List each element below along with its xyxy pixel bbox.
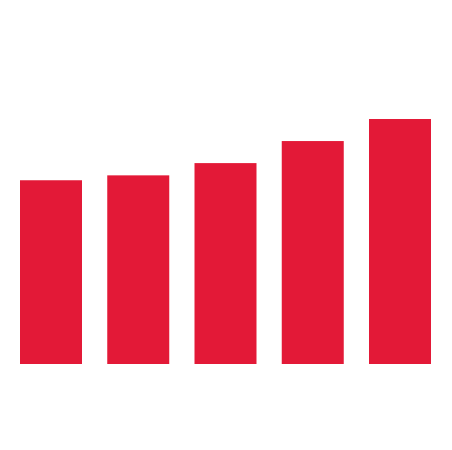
bar xyxy=(20,180,82,364)
bar xyxy=(369,119,431,364)
bar xyxy=(194,163,257,364)
bar xyxy=(281,141,344,364)
bar xyxy=(107,175,170,364)
